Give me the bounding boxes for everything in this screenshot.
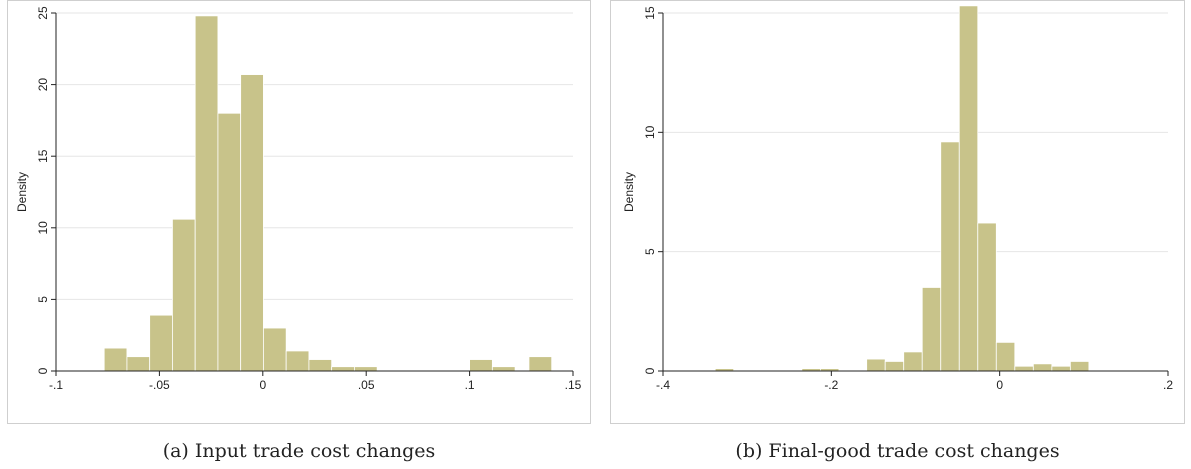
histogram-bar	[977, 222, 997, 372]
x-tick-label: 0	[996, 378, 1003, 392]
histogram-bar	[1051, 365, 1071, 372]
x-tick-label: -.05	[149, 378, 170, 392]
x-tick-label: .1	[465, 378, 475, 392]
histogram-bar	[1032, 363, 1053, 372]
histogram-bar	[884, 361, 905, 372]
histogram-bar	[331, 366, 355, 372]
histogram-bar	[958, 5, 979, 372]
histogram-bar	[491, 366, 516, 372]
histogram-bar	[921, 287, 942, 372]
chart-frame: -.1 -.05 0 .05 .1 .15 0 5 10 15 20 25 Density	[7, 0, 591, 424]
histogram-bar	[995, 341, 1016, 372]
histogram-bar	[354, 366, 378, 372]
histogram-bar	[172, 218, 196, 372]
histogram-bar	[126, 356, 151, 372]
histogram-bar	[903, 351, 923, 372]
histogram-input-trade-cost: -.1 -.05 0 .05 .1 .15 0 5 10 15 20 25 Density	[15, 6, 582, 392]
x-tick-label: .05	[358, 378, 375, 392]
histogram-bar	[217, 112, 242, 372]
y-tick-label: 15	[643, 6, 657, 20]
histogram-bar	[194, 15, 219, 372]
histogram-bar	[528, 356, 553, 372]
histogram-bar	[240, 74, 264, 372]
histogram-bar	[1014, 365, 1034, 372]
x-tick-label: .2	[1163, 378, 1173, 392]
x-tick-label: -.4	[656, 378, 670, 392]
y-tick-label: 0	[36, 367, 50, 374]
histogram-bar	[1069, 361, 1090, 372]
y-tick-label: 10	[36, 221, 50, 235]
y-tick-label: 15	[36, 149, 50, 163]
histogram-bar	[469, 359, 493, 372]
x-tick-label: .15	[565, 378, 582, 392]
histogram-bar	[285, 350, 310, 372]
y-tick-label: 5	[36, 296, 50, 303]
x-tick-label: -.1	[49, 378, 63, 392]
y-axis-label: Density	[622, 172, 636, 212]
y-tick-label: 10	[643, 125, 657, 139]
histogram-bar	[103, 347, 128, 372]
y-tick-label: 5	[643, 248, 657, 255]
histogram-bar	[149, 314, 173, 372]
x-tick-label: 0	[259, 378, 266, 392]
histogram-bar	[866, 358, 886, 372]
y-tick-label: 25	[36, 6, 50, 20]
y-tick-label: 20	[36, 78, 50, 92]
histogram-bar	[308, 359, 333, 372]
histogram-bar	[263, 327, 287, 372]
histogram-final-good-trade-cost: -.4 -.2 0 .2 0 5 10 15 Density	[622, 5, 1173, 392]
y-tick-label: 0	[643, 367, 657, 374]
x-tick-label: -.2	[824, 378, 838, 392]
caption-b: (b) Final-good trade cost changes	[735, 440, 1060, 462]
chart-frame: -.4 -.2 0 .2 0 5 10 15 Density	[610, 0, 1185, 424]
caption-a: (a) Input trade cost changes	[162, 440, 436, 462]
y-axis-label: Density	[15, 172, 29, 212]
histogram-bar	[940, 141, 960, 372]
